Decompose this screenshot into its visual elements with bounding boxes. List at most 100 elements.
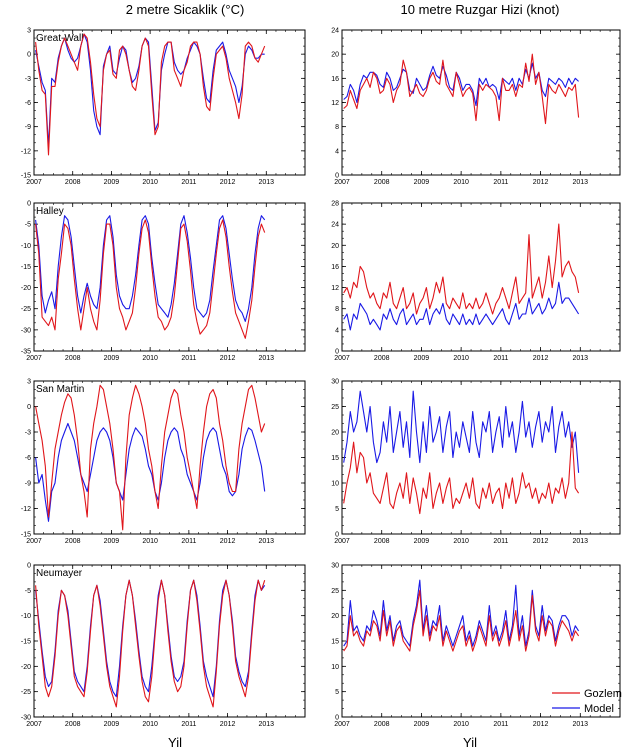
x-tick-label: 2007: [334, 538, 350, 545]
y-tick-label: -12: [21, 148, 31, 155]
x-tick-label: 2007: [26, 179, 42, 186]
series-line-model: [343, 281, 580, 331]
panel-great-wall-wind: 0 4 8 12 16 20 24 2007 2008 2009 2010 2011 2012 2013: [331, 28, 621, 186]
series-line-gozlem: [35, 219, 266, 339]
y-tick-label: 0: [335, 349, 339, 356]
station-label: San Martin: [36, 384, 84, 395]
y-tick-label: 10: [331, 664, 339, 671]
x-tick-label: 2010: [453, 538, 469, 545]
y-tick-label: -6: [25, 455, 31, 462]
y-tick-label: -15: [21, 639, 31, 646]
x-tick-label: 2009: [104, 538, 120, 545]
y-tick-label: 25: [331, 588, 339, 595]
panel-great-wall-temperature: -15 -12 -9 -6 -3 0 3 2007 2008 2009 2010 2011 2012 20…: [21, 28, 306, 186]
y-tick-label: 3: [27, 28, 31, 35]
station-label: Halley: [36, 206, 64, 217]
x-tick-label: 2009: [414, 538, 430, 545]
y-tick-label: 20: [331, 613, 339, 620]
x-tick-label: 2007: [334, 179, 350, 186]
y-tick-label: 16: [331, 264, 339, 271]
x-tick-label: 2011: [493, 538, 508, 545]
y-tick-label: 0: [27, 52, 31, 59]
station-label: Neumayer: [36, 568, 83, 579]
col-title-wind: 10 metre Ruzgar Hizi (knot): [401, 2, 560, 17]
x-tick-label: 2009: [414, 355, 430, 362]
series-line-model: [343, 579, 580, 647]
x-tick-label: 2009: [414, 179, 430, 186]
plot-frame: [341, 564, 621, 718]
panel-neumayer-temperature: -30 -25 -20 -15 -10 -5 0 2007 2008 2009 2010 2011 20…: [21, 563, 306, 728]
x-tick-label: 2013: [258, 355, 274, 362]
x-tick-label: 2012: [220, 355, 236, 362]
series-line-gozlem: [35, 33, 266, 156]
panel-neumayer-wind: 0 5 10 15 20 25 30 2007 2008 2009 2010 2011 2012 2013: [331, 563, 621, 728]
x-tick-label: 2013: [572, 538, 588, 545]
series-line-gozlem: [35, 384, 266, 531]
panel-san-martin-temperature: -15 -12 -9 -6 -3 0 3 2007 2008 2009 2010 2011 2012 20…: [21, 379, 306, 545]
x-tick-label: 2010: [142, 179, 158, 186]
x-tick-label: 2008: [65, 721, 81, 728]
y-tick-label: -15: [21, 264, 31, 271]
x-tick-label: 2007: [334, 355, 350, 362]
y-tick-label: -9: [25, 124, 31, 131]
series-line-gozlem: [343, 223, 580, 315]
series-line-gozlem: [343, 53, 580, 125]
x-tick-label: 2008: [65, 538, 81, 545]
y-tick-label: -20: [21, 285, 31, 292]
x-tick-label: 2011: [181, 721, 196, 728]
plot-frame: [341, 380, 621, 535]
y-tick-label: 0: [27, 404, 31, 411]
x-tick-label: 2008: [65, 179, 81, 186]
series-line-model: [35, 422, 266, 522]
x-tick-label: 2013: [258, 538, 274, 545]
x-tick-label: 2009: [104, 179, 120, 186]
x-tick-label: 2010: [142, 355, 158, 362]
y-tick-label: 25: [331, 404, 339, 411]
x-tick-label: 2007: [334, 721, 350, 728]
x-tick-label: 2010: [453, 179, 469, 186]
y-tick-label: 20: [331, 430, 339, 437]
y-tick-label: -3: [25, 430, 31, 437]
y-tick-label: 20: [331, 243, 339, 250]
x-tick-label: 2012: [220, 721, 236, 728]
x-tick-label: 2012: [220, 538, 236, 545]
y-tick-label: 16: [331, 76, 339, 83]
x-tick-label: 2007: [26, 355, 42, 362]
y-tick-label: -10: [21, 243, 31, 250]
y-tick-label: -6: [25, 100, 31, 107]
y-tick-label: 15: [331, 639, 339, 646]
col-title-temperature: 2 metre Sicaklik (°C): [126, 2, 245, 17]
x-tick-label: 2011: [181, 538, 196, 545]
y-tick-label: -25: [21, 689, 31, 696]
y-tick-label: 0: [335, 173, 339, 180]
x-axis-label-left: Yil: [168, 735, 182, 750]
y-tick-label: 12: [331, 285, 339, 292]
y-tick-label: 10: [331, 481, 339, 488]
panel-san-martin-wind: 0 5 10 15 20 25 30 2007 2008 2009 2010 2011 2012 2013: [331, 379, 621, 545]
plot-frame: [341, 29, 621, 176]
x-tick-label: 2012: [533, 355, 549, 362]
x-tick-label: 2012: [533, 179, 549, 186]
y-tick-label: -30: [21, 715, 31, 722]
panel-halley-temperature: -35 -30 -25 -20 -15 -10 -5 0 2007 2008 2009 2010 201…: [21, 201, 306, 362]
y-tick-label: 30: [331, 379, 339, 386]
y-tick-label: -9: [25, 481, 31, 488]
y-tick-label: 4: [335, 148, 339, 155]
y-tick-label: -35: [21, 349, 31, 356]
y-tick-label: 8: [335, 124, 339, 131]
x-tick-label: 2009: [414, 721, 430, 728]
y-tick-label: 15: [331, 455, 339, 462]
y-tick-label: -5: [25, 222, 31, 229]
y-tick-label: 5: [335, 689, 339, 696]
series-line-model: [343, 390, 580, 473]
y-tick-label: -12: [21, 506, 31, 513]
y-tick-label: 0: [27, 201, 31, 208]
y-tick-label: 24: [331, 28, 339, 35]
y-tick-label: 20: [331, 52, 339, 59]
plot-frame: [341, 202, 621, 352]
y-tick-label: -30: [21, 327, 31, 334]
y-tick-label: -3: [25, 76, 31, 83]
x-tick-label: 2012: [220, 179, 236, 186]
